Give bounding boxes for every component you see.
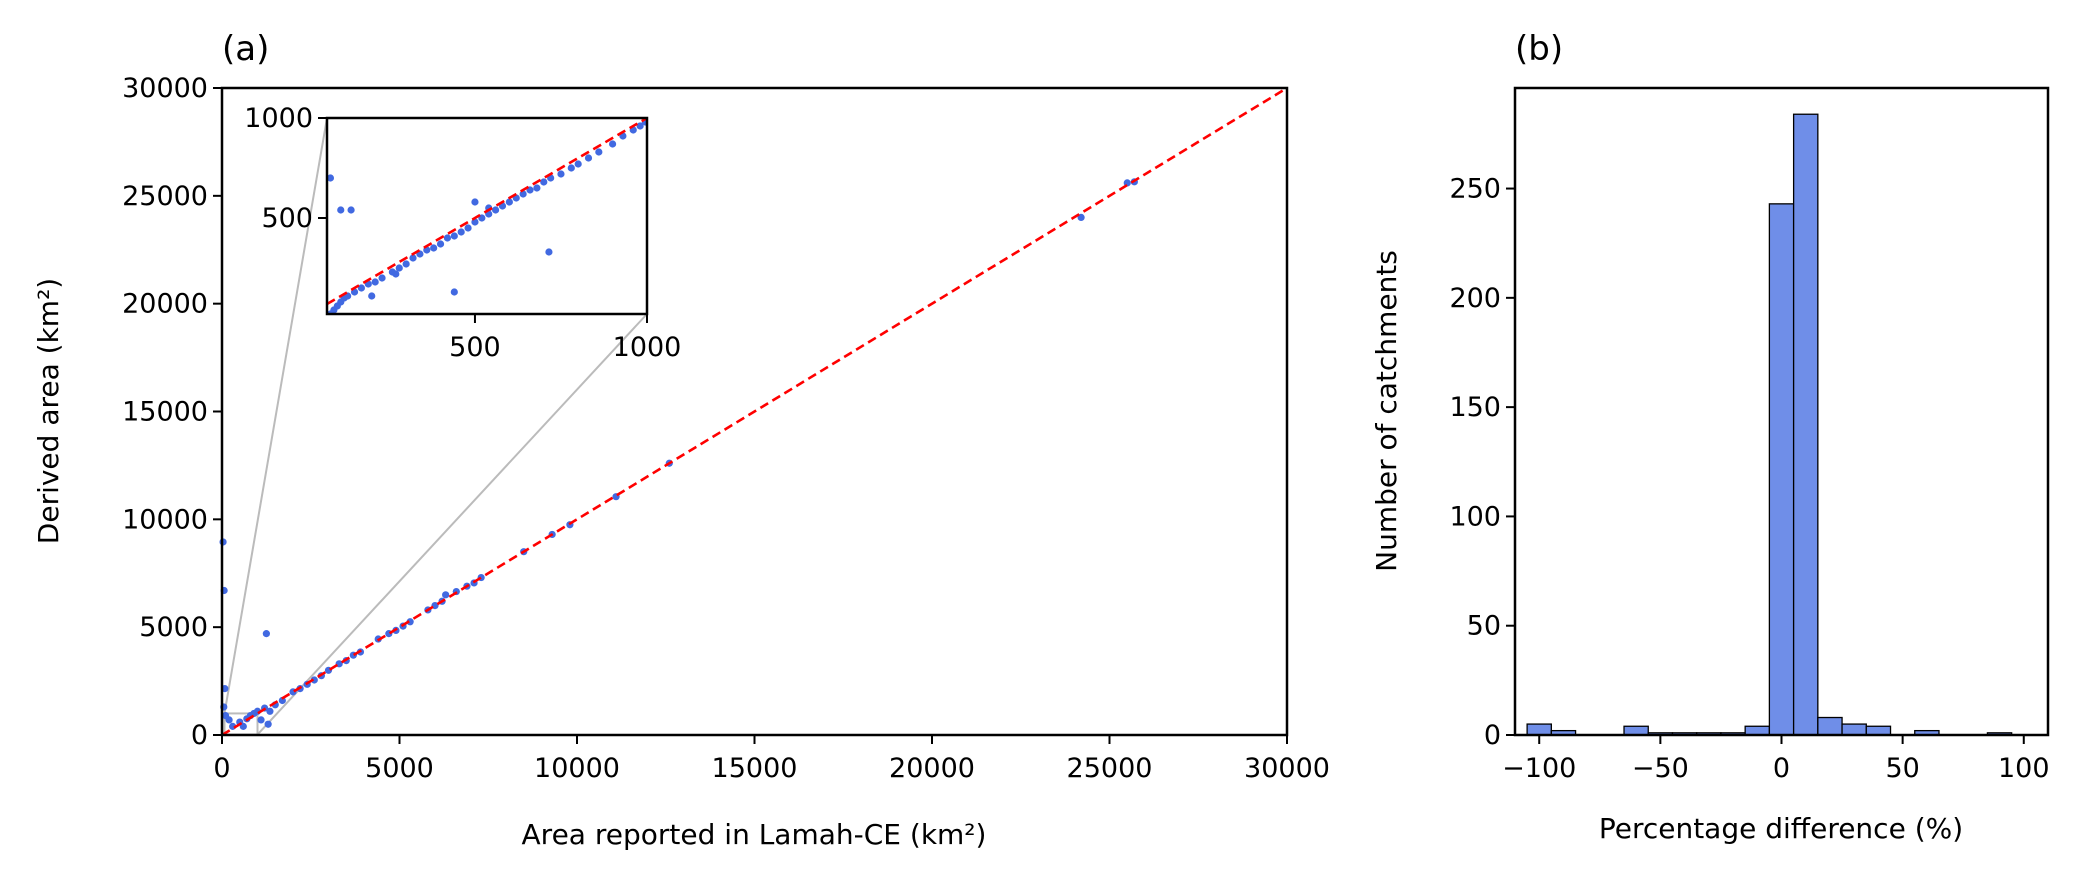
y-tick-label: 0 [1484,720,1501,751]
inset-scatter-point [557,170,565,178]
x-tick-label: 0 [1773,753,1790,784]
y-tick-label: 50 [1467,611,1501,642]
inset-scatter-point [392,270,400,278]
inset-scatter-point [540,178,548,186]
x-tick-label: 5000 [365,753,434,784]
x-tick-label: −50 [1632,753,1689,784]
inset-scatter-point [409,254,417,262]
y-tick-label: 200 [1449,283,1501,314]
inset-scatter-point [533,184,541,192]
y-tick-label: 0 [191,720,208,751]
x-tick-label: 20000 [889,753,975,784]
inset-scatter-point [347,206,355,214]
inset-frame [325,116,649,316]
inset-scatter-point [595,148,603,156]
panel-a-y-ticks: 0 5000 10000 15000 20000 25000 30000 [122,73,222,751]
y-tick-label: 100 [1449,501,1501,532]
inset-scatter-point [450,232,458,240]
panel-b: (b) −100 −50 0 50 100 0 50 100 150 200 250 Percen… [1370,29,2050,845]
y-tick-label: 10000 [122,504,208,535]
y-tick-label: 15000 [122,397,208,428]
scatter-point [266,707,274,715]
inset-scatter-point [492,206,500,214]
inset-connector-line [223,117,328,714]
inset-y-tick-label: 500 [261,203,313,234]
histogram-bar [1792,113,1819,736]
panel-a-inset: 500 1000 500 1000 [244,103,681,363]
panel-a-x-ticks: 0 5000 10000 15000 20000 25000 30000 [213,735,1330,784]
inset-scatter-point [636,122,644,130]
histogram-bar [1865,725,1892,736]
y-tick-label: 20000 [122,289,208,320]
panel-a-y-axis-label: Derived area (km²) [32,278,65,544]
inset-scatter-point [371,278,379,286]
inset-plot [327,118,647,314]
inset-scatter-point [327,174,335,182]
panel-a: (a) 0 5000 10000 15000 20000 25000 30000 05000… [32,29,1330,851]
scatter-point [225,716,233,724]
histogram-bar [1623,725,1649,736]
x-tick-label: −100 [1502,753,1576,784]
inset-scatter-point [608,140,617,148]
scatter-point [257,716,265,724]
inset-y-tick-label: 1000 [244,103,313,134]
x-tick-label: 100 [1998,753,2050,784]
panel-a-x-axis-label: Area reported in Lamah-CE (km²) [522,818,987,851]
x-tick-label: 30000 [1244,753,1330,784]
panel-b-y-axis-label: Number of catchments [1370,250,1403,572]
histogram-bar [1817,716,1843,736]
inset-scatter-point [505,198,513,206]
histogram-bar [1841,723,1867,736]
scatter-point [310,676,318,684]
scatter-point [262,630,270,638]
panel-b-x-ticks: −100 −50 0 50 100 [1502,735,2050,784]
y-tick-label: 25000 [122,181,208,212]
inset-scatter-point [584,154,593,162]
x-tick-label: 10000 [534,753,620,784]
inset-scatter-point [471,198,479,206]
inset-scatter-point [464,224,472,232]
y-tick-label: 150 [1449,392,1501,423]
inset-scatter-point [430,244,438,252]
inset-scatter-point [395,264,403,272]
inset-scatter-point [443,234,452,242]
scatter-point [442,591,450,599]
x-tick-label: 15000 [712,753,798,784]
y-tick-label: 30000 [122,73,208,104]
inset-scatter-point [436,240,445,248]
inset-scatter-point [357,284,366,292]
panel-a-label: (a) [222,29,269,69]
panel-b-x-axis-label: Percentage difference (%) [1599,812,1963,845]
panel-b-bars [1526,113,2013,736]
histogram-bar [1744,725,1771,736]
scatter-point [264,720,272,728]
inset-scatter-point [574,160,582,168]
inset-scatter-point [450,288,458,296]
y-tick-label: 5000 [139,612,208,643]
x-tick-label: 0 [213,753,230,784]
scatter-point [406,618,414,626]
reference-line [221,86,1288,737]
y-tick-label: 250 [1449,174,1501,205]
inset-x-tick-label: 500 [449,332,501,363]
x-tick-label: 25000 [1067,753,1153,784]
inset-reference-line [327,118,647,306]
histogram-bar [1768,203,1795,736]
x-tick-label: 50 [1885,753,1919,784]
inset-scatter-point [378,274,386,282]
inset-scatter-point [567,164,575,172]
inset-x-tick-label: 1000 [613,332,682,363]
inset-scatter-point [545,248,553,256]
inset-scatter-point [337,206,345,214]
inset-scatter-point [368,292,376,300]
inset-scatter-point [457,228,465,236]
histogram-bar [1526,723,1552,736]
panel-b-label: (b) [1515,29,1563,69]
panel-b-y-ticks: 0 50 100 150 200 250 [1449,174,1515,751]
inset-connector-line [256,313,648,736]
inset-scatter-point [402,260,410,268]
